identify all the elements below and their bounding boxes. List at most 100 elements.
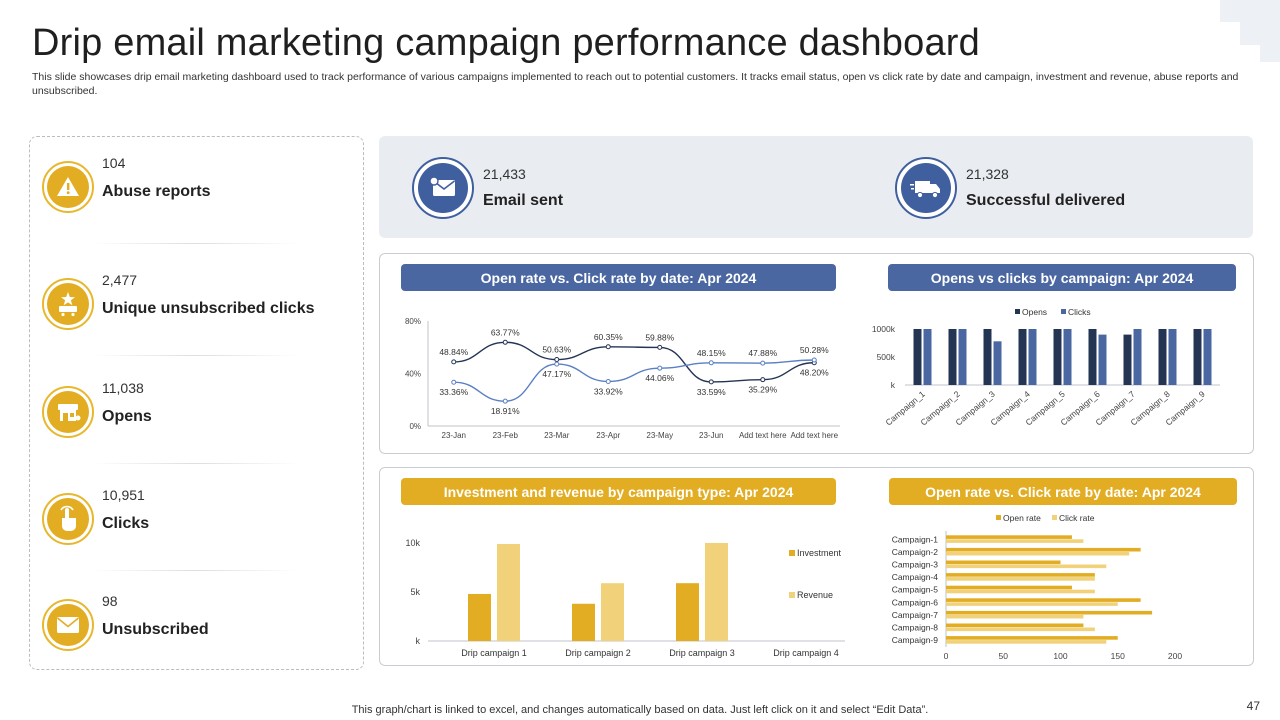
x-tick-label: Drip campaign 1	[461, 648, 527, 658]
data-point	[605, 344, 611, 350]
data-label: 50.28%	[800, 345, 829, 355]
bar-click-rate	[946, 640, 1107, 644]
bar-clicks	[1098, 334, 1107, 385]
data-point	[811, 357, 817, 363]
bar-clicks	[923, 329, 932, 385]
delivered-badge	[895, 157, 957, 219]
kpi-value: 2,477	[102, 272, 138, 288]
y-tick-label: k	[416, 636, 421, 646]
legend-swatch	[1061, 309, 1066, 314]
kpi-divider	[90, 463, 300, 464]
bar-open-rate	[946, 535, 1072, 539]
data-label: 47.88%	[748, 348, 777, 358]
footer-note: This graph/chart is linked to excel, and…	[351, 704, 929, 716]
bar-opens	[1053, 329, 1062, 385]
invest-chart-title: Investment and revenue by campaign type:…	[401, 478, 836, 505]
legend-label: Revenue	[797, 590, 833, 600]
bar-investment	[572, 603, 595, 641]
data-label: 48.84%	[439, 347, 468, 357]
campaign-chart-title: Opens vs clicks by campaign: Apr 2024	[888, 264, 1236, 291]
legend-label: Open rate	[1003, 513, 1041, 523]
bar-revenue	[497, 543, 520, 641]
data-label: 60.35%	[594, 332, 623, 342]
x-tick-label: 200	[1168, 651, 1182, 661]
y-tick-label: 10k	[405, 538, 420, 548]
legend-swatch	[996, 515, 1001, 520]
page-title: Drip email marketing campaign performanc…	[32, 22, 980, 64]
bar-clicks	[958, 329, 967, 385]
bar-click-rate	[946, 602, 1118, 606]
hand-pointer-icon	[60, 505, 76, 531]
data-point	[605, 378, 611, 384]
y-tick-label: 5k	[410, 587, 420, 597]
kpi-value: 10,951	[102, 487, 145, 503]
warning-icon	[57, 177, 79, 196]
delivery-truck-icon	[910, 181, 940, 199]
kpi-abuse-reports: 104 Abuse reports	[40, 151, 340, 221]
kpi-label: Unsubscribed	[102, 621, 209, 638]
x-tick-label: 23-May	[646, 431, 673, 440]
legend-swatch	[789, 592, 795, 598]
bar-revenue	[705, 543, 728, 641]
bar-open-rate	[946, 598, 1141, 602]
band-value: 21,433	[483, 166, 526, 182]
kpi-label: Opens	[102, 408, 152, 425]
bar-click-rate	[946, 627, 1095, 632]
data-label: 59.88%	[645, 332, 674, 342]
y-tick-label: Campaign-8	[892, 623, 939, 633]
data-label: 63.77%	[491, 327, 520, 337]
data-point	[554, 361, 560, 367]
bar-opens	[983, 329, 992, 385]
envelope-icon	[56, 617, 80, 633]
bar-investment	[468, 593, 491, 641]
kpi-label: Clicks	[102, 515, 150, 532]
star-cart-icon	[59, 292, 77, 317]
x-tick-label: 23-Apr	[596, 431, 620, 440]
x-tick-label: Drip campaign 2	[565, 648, 631, 658]
legend-label: Investment	[797, 548, 842, 558]
x-tick-label: 23-Jun	[699, 431, 723, 440]
y-tick-label: Campaign-1	[892, 534, 939, 544]
bar-opens	[948, 329, 957, 385]
data-point	[502, 339, 508, 345]
kpi-value: 98	[102, 593, 118, 609]
y-tick-label: Campaign-9	[892, 635, 939, 645]
bar-opens	[1193, 329, 1202, 385]
x-tick-label: 100	[1053, 651, 1067, 661]
bar-click-rate	[946, 539, 1084, 543]
bar-opens	[1088, 329, 1097, 385]
line-chart: 0% 40% 80% 23-Jan 23-Feb 23-Mar 23-Apr 23-May 23…	[405, 317, 840, 440]
bar-opens	[1123, 334, 1132, 385]
x-tick-label: 23-Feb	[493, 431, 519, 440]
data-point	[760, 377, 766, 383]
bar-open-rate	[946, 585, 1072, 590]
bar-open-rate	[946, 547, 1141, 552]
data-label: 35.29%	[748, 385, 777, 395]
kpi-panel: 104 Abuse reports 2,477 Unique unsubscri…	[29, 136, 364, 670]
bar-open-rate	[946, 623, 1084, 628]
data-label: 48.20%	[800, 368, 829, 378]
data-point	[502, 398, 508, 404]
data-label: 18.91%	[491, 406, 520, 416]
band-label: Email sent	[483, 192, 564, 209]
legend-label: Opens	[1022, 307, 1047, 317]
kpi-divider	[90, 355, 300, 356]
data-label: 47.17%	[542, 369, 571, 379]
bar-clicks	[1203, 329, 1212, 385]
legend-swatch	[1015, 309, 1020, 314]
x-tick-label: Add text here	[739, 431, 787, 440]
bar-opens	[913, 329, 922, 385]
y-tick-label: 500k	[877, 352, 896, 362]
line-chart-title: Open rate vs. Click rate by date: Apr 20…	[401, 264, 836, 291]
store-icon	[58, 404, 81, 421]
chart-row-bottom: Investment and revenue by campaign type:…	[379, 467, 1254, 666]
data-label: 44.06%	[645, 373, 674, 383]
data-point	[554, 357, 560, 363]
x-tick-label: Drip campaign 4	[773, 648, 839, 658]
legend-swatch	[789, 550, 795, 556]
kpi-label: Abuse reports	[102, 183, 211, 200]
x-tick-label: 23-Jan	[442, 431, 466, 440]
x-tick-label: 0	[944, 651, 949, 661]
bar-revenue	[601, 583, 624, 641]
legend-label: Click rate	[1059, 513, 1095, 523]
